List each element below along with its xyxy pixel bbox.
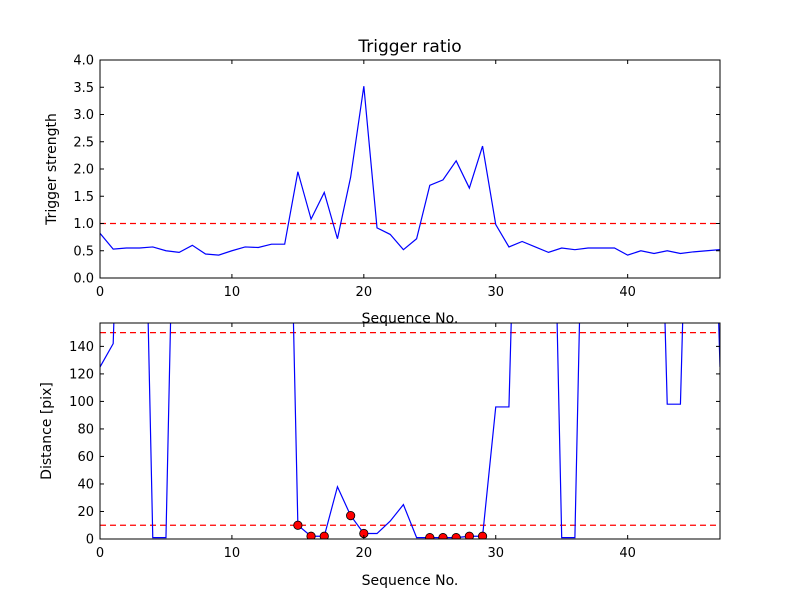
- top-x-tick-label: 0: [96, 285, 104, 300]
- top-y-tick-label: 0.5: [73, 244, 94, 259]
- bottom-y-tick-label: 120: [69, 367, 94, 382]
- top-y-tick-label: 3.5: [73, 81, 94, 96]
- bottom-marker-point: [319, 531, 329, 539]
- bottom-y-tick-label: 100: [69, 395, 94, 410]
- bottom-panel: 0 10 20 30 40 0 20 40 60 80 100 120 140 Sequence No.…: [39, 322, 721, 589]
- top-x-tick-label: 40: [619, 285, 636, 300]
- top-y-tick-label: 4.0: [73, 54, 94, 69]
- bottom-y-tick-label: 40: [77, 477, 94, 492]
- bottom-plot-area: [100, 323, 720, 539]
- bottom-x-axis-label: Sequence No.: [362, 573, 459, 589]
- bottom-y-tick-label: 60: [77, 450, 94, 465]
- top-y-tick-label: 1.0: [73, 217, 94, 232]
- top-y-tick-label: 2.0: [73, 163, 94, 178]
- bottom-y-tick-label: 0: [86, 533, 94, 548]
- bottom-series-line-0: [100, 323, 720, 539]
- top-x-tick-label: 20: [356, 285, 373, 300]
- bottom-x-tick-label: 40: [619, 546, 636, 561]
- top-chart-title: Trigger ratio: [357, 37, 461, 57]
- bottom-marker-point: [346, 511, 356, 521]
- top-x-axis-label: Sequence No.: [362, 311, 459, 327]
- top-y-tick-label: 0.0: [73, 272, 94, 287]
- bottom-marker-point: [451, 533, 461, 539]
- bottom-marker-point: [477, 531, 488, 539]
- top-x-tick-label: 30: [487, 285, 504, 300]
- bottom-marker-point: [293, 520, 303, 530]
- top-y-tick-label: 1.5: [73, 190, 94, 205]
- bottom-marker-point: [438, 533, 448, 539]
- bottom-y-axis-label: Distance [pix]: [39, 382, 55, 480]
- top-y-axis-label: Trigger strength: [44, 113, 60, 226]
- bottom-marker-point: [425, 533, 435, 539]
- top-ticks: 0 10 20 30 40 0.0 0.5 1.0 1.5 2.0 2.5 3.0 3.5 4.0: [73, 54, 720, 300]
- bottom-y-tick-label: 140: [69, 340, 94, 355]
- top-series-line-0: [100, 86, 720, 256]
- top-x-tick-label: 10: [224, 285, 241, 300]
- bottom-x-tick-label: 0: [96, 546, 104, 561]
- top-plot-area: [100, 86, 720, 256]
- bottom-x-tick-label: 10: [224, 546, 241, 561]
- bottom-x-tick-label: 30: [487, 546, 504, 561]
- bottom-x-tick-label: 20: [356, 546, 373, 561]
- top-y-tick-label: 3.0: [73, 108, 94, 123]
- bottom-marker-point: [306, 531, 316, 539]
- bottom-y-tick-label: 80: [77, 422, 94, 437]
- bottom-ticks: 0 10 20 30 40 0 20 40 60 80 100 120 140: [69, 323, 720, 561]
- bottom-y-tick-label: 20: [77, 505, 94, 520]
- top-y-tick-label: 2.5: [73, 135, 94, 150]
- bottom-marker-point: [464, 531, 474, 539]
- bottom-axes-frame: [99, 322, 721, 540]
